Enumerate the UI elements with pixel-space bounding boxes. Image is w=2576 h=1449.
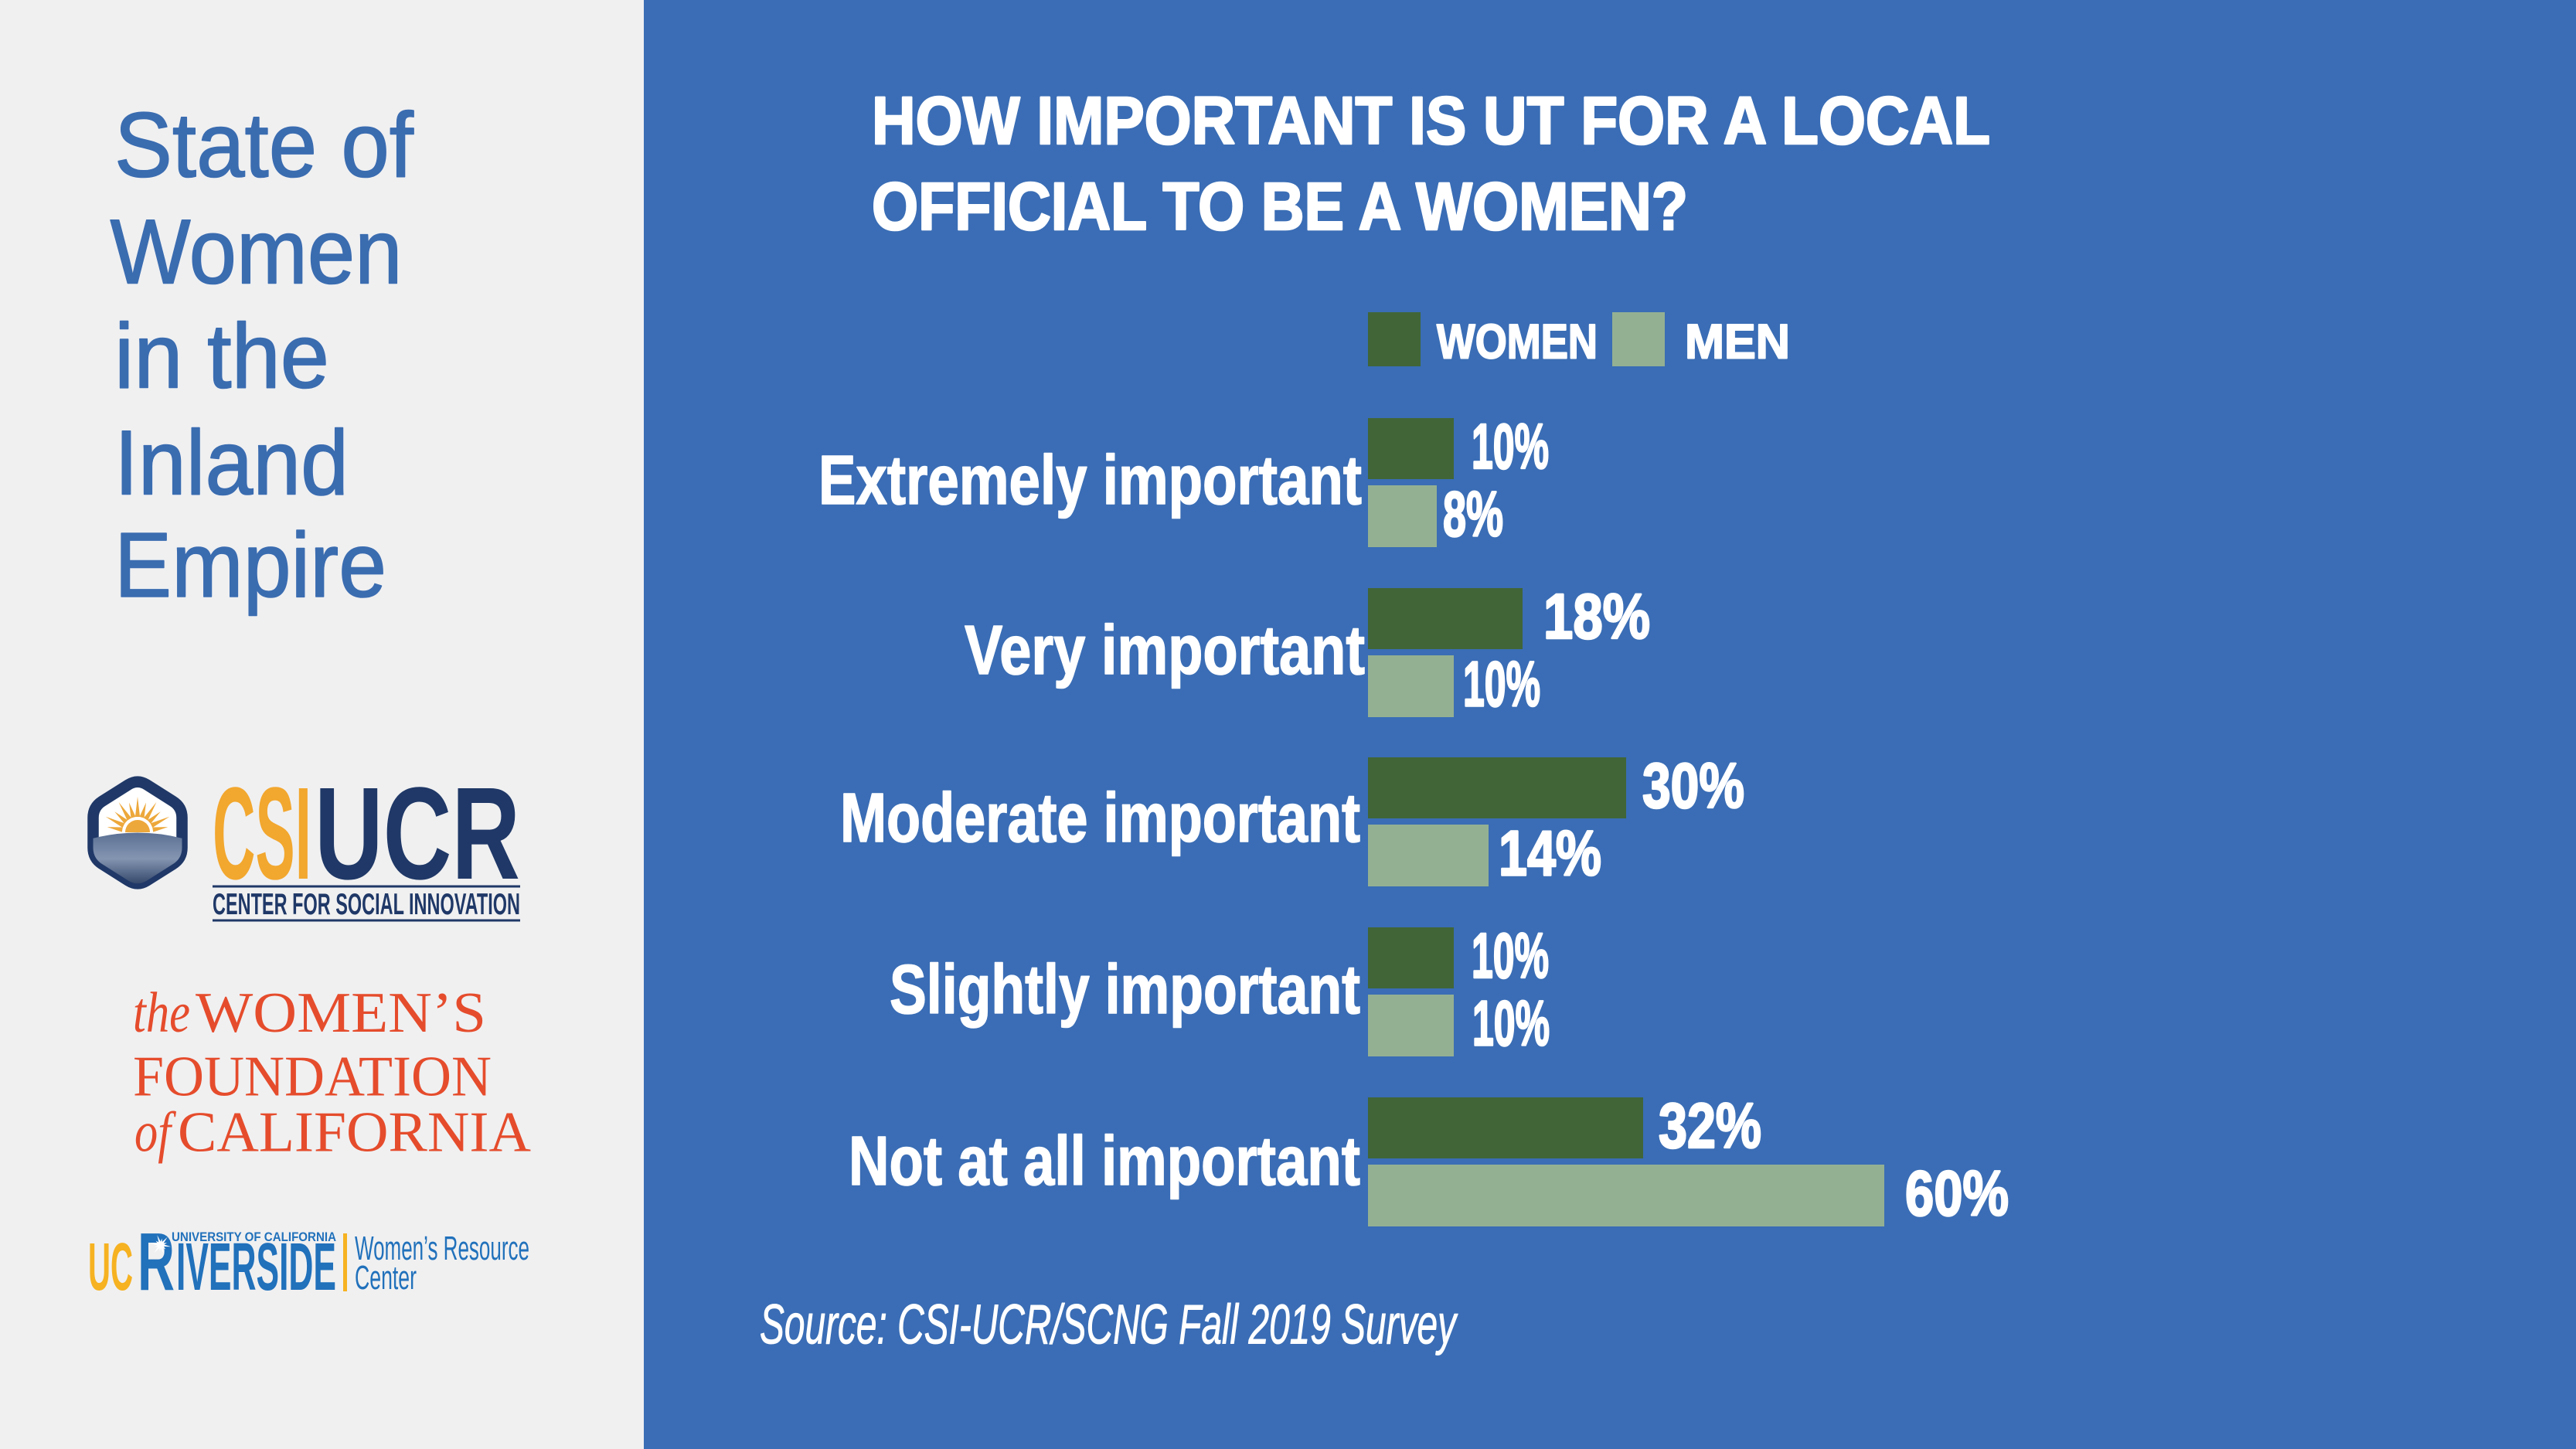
svg-text:WOMEN: WOMEN	[1437, 315, 1598, 369]
svg-text:14%: 14%	[1499, 818, 1601, 889]
svg-text:ofCALIFORNIA: ofCALIFORNIA	[134, 1101, 531, 1165]
svg-text:UCR: UCR	[315, 760, 520, 907]
svg-text:Women’s Resource: Women’s Resource	[355, 1230, 529, 1267]
svg-text:10%: 10%	[1463, 648, 1540, 720]
svg-text:Very important: Very important	[965, 612, 1365, 689]
svg-text:FOUNDATION: FOUNDATION	[133, 1046, 492, 1109]
svg-text:R: R	[138, 1216, 175, 1308]
svg-text:10%: 10%	[1472, 410, 1549, 482]
svg-text:Moderate important: Moderate important	[840, 780, 1360, 857]
svg-text:Center: Center	[355, 1259, 417, 1297]
svg-text:32%: 32%	[1659, 1090, 1761, 1162]
svg-text:8%: 8%	[1443, 478, 1503, 550]
svg-text:Women: Women	[111, 200, 403, 303]
svg-text:UNIVERSITY OF CALIFORNIA: UNIVERSITY OF CALIFORNIA	[172, 1230, 336, 1244]
svg-text:Extremely important: Extremely important	[818, 442, 1362, 519]
svg-text:CENTER FOR SOCIAL INNOVATION: CENTER FOR SOCIAL INNOVATION	[213, 888, 520, 921]
svg-text:CSI: CSI	[213, 760, 311, 907]
svg-text:State of: State of	[114, 94, 414, 197]
svg-text:10%: 10%	[1472, 920, 1549, 992]
svg-text:Not at all important: Not at all important	[849, 1123, 1360, 1200]
svg-text:MEN: MEN	[1685, 315, 1790, 369]
svg-text:Inland: Inland	[114, 411, 349, 514]
svg-text:60%: 60%	[1905, 1158, 2009, 1230]
svg-text:HOW IMPORTANT IS UT FOR A LOCA: HOW IMPORTANT IS UT FOR A LOCAL	[872, 83, 1990, 158]
svg-text:Slightly important: Slightly important	[890, 951, 1360, 1029]
svg-text:IVERSIDE: IVERSIDE	[176, 1230, 336, 1304]
svg-text:UC: UC	[88, 1230, 133, 1304]
svg-text:theWOMEN’S: theWOMEN’S	[133, 981, 486, 1045]
svg-text:18%: 18%	[1543, 580, 1650, 652]
svg-text:30%: 30%	[1642, 750, 1744, 821]
svg-text:10%: 10%	[1472, 988, 1550, 1060]
svg-text:in the: in the	[114, 305, 329, 408]
svg-text:Source: CSI-UCR/SCNG Fall 2019: Source: CSI-UCR/SCNG Fall 2019 Survey	[760, 1294, 1458, 1356]
svg-text:Empire: Empire	[114, 514, 386, 617]
svg-text:OFFICIAL TO BE A WOMEN?: OFFICIAL TO BE A WOMEN?	[872, 169, 1688, 244]
